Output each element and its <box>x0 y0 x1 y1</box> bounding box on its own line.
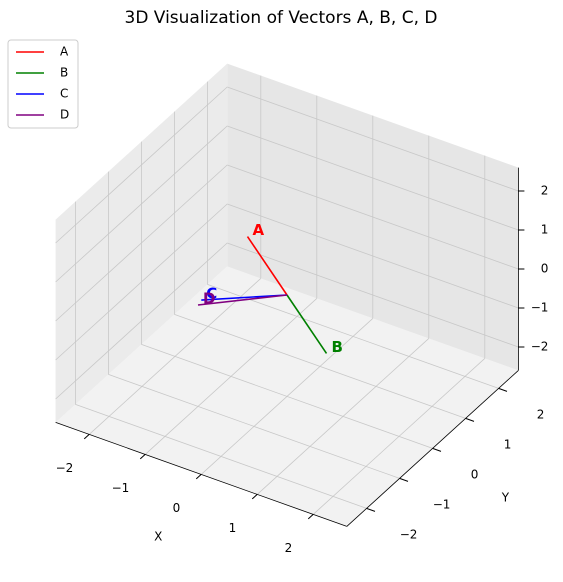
grid-line <box>55 164 228 322</box>
y-axis <box>346 370 519 527</box>
grid-line <box>227 86 519 192</box>
grid-line <box>75 404 367 509</box>
grid-line <box>207 284 499 389</box>
grid-line <box>55 86 228 244</box>
grid-line <box>55 125 228 283</box>
z-tick-label: 0 <box>541 262 549 276</box>
grid-line <box>227 164 519 270</box>
legend-label: C <box>60 87 68 101</box>
grid-line <box>55 203 228 361</box>
y-tick-label: 2 <box>537 408 545 422</box>
x-tick-label: 2 <box>285 541 293 555</box>
y-tick-label: 0 <box>471 468 479 482</box>
legend-label: A <box>60 45 69 59</box>
grid-line <box>141 344 433 449</box>
tick-mark <box>83 434 90 440</box>
x-axis-label: X <box>154 529 162 543</box>
x-tick-label: 0 <box>173 501 181 515</box>
tick-mark <box>307 514 314 520</box>
tick-mark <box>465 417 475 422</box>
x-axis <box>55 422 347 527</box>
grid-line <box>227 125 519 231</box>
z-tick-label: 2 <box>541 184 549 198</box>
grid-line <box>227 203 519 309</box>
tick-mark <box>432 447 442 452</box>
vector <box>286 294 328 354</box>
tick-mark <box>366 507 376 512</box>
tick-mark <box>139 454 146 460</box>
legend-label: B <box>60 66 68 80</box>
z-tick-label: 1 <box>541 223 549 237</box>
y-tick-label: 1 <box>504 438 512 452</box>
tick-mark <box>251 494 258 500</box>
grid-line <box>108 374 400 479</box>
tick-mark <box>195 474 202 480</box>
grid-line <box>174 314 466 419</box>
x-tick-label: 1 <box>229 521 237 535</box>
chart-title: 3D Visualization of Vectors A, B, C, D <box>125 8 438 28</box>
legend-frame <box>7 39 79 129</box>
y-tick-label: −1 <box>433 498 451 512</box>
y-axis-label: Y <box>501 490 510 504</box>
z-tick-label: −2 <box>531 340 549 354</box>
legend-label: D <box>60 108 69 122</box>
tick-mark <box>498 387 508 392</box>
grid-line <box>55 242 228 400</box>
vector-label: B <box>332 338 343 356</box>
tick-mark <box>399 477 409 482</box>
vector <box>197 294 288 306</box>
grid-line <box>227 242 519 348</box>
vector-label: D <box>203 290 215 308</box>
y-tick-label: −2 <box>400 528 418 542</box>
x-tick-label: −2 <box>56 461 74 475</box>
vector-label: C <box>206 285 217 303</box>
z-tick-label: −1 <box>531 301 549 315</box>
vector <box>246 236 288 296</box>
vector-label: A <box>253 221 265 239</box>
x-tick-label: −1 <box>112 481 130 495</box>
